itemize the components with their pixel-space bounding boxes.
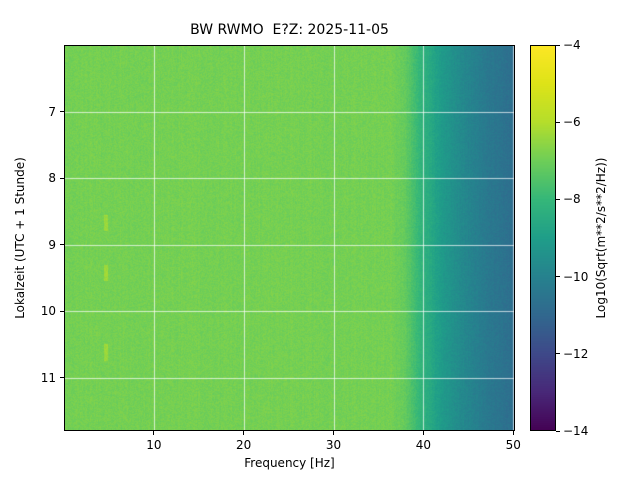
colorbar-tick-label: −4 xyxy=(563,37,603,53)
x-tick-mark xyxy=(243,431,244,435)
y-tick-mark xyxy=(60,311,64,312)
x-axis-label: Frequency [Hz] xyxy=(64,456,515,470)
colorbar-tick-label: −12 xyxy=(563,346,603,362)
colorbar xyxy=(530,45,556,431)
colorbar-tick-mark xyxy=(556,276,560,277)
y-tick-label: 7 xyxy=(16,104,56,120)
x-tick-label: 10 xyxy=(134,437,174,453)
colorbar-tick-mark xyxy=(556,431,560,432)
colorbar-tick-mark xyxy=(556,45,560,46)
chart-title: BW RWMO E?Z: 2025-11-05 xyxy=(64,22,515,38)
x-tick-label: 40 xyxy=(403,437,443,453)
x-tick-mark xyxy=(423,431,424,435)
colorbar-tick-mark xyxy=(556,122,560,123)
colorbar-tick-label: −6 xyxy=(563,114,603,130)
x-tick-label: 30 xyxy=(314,437,354,453)
y-tick-label: 8 xyxy=(16,170,56,186)
y-tick-mark xyxy=(60,111,64,112)
plot-area xyxy=(64,45,515,431)
colorbar-tick-label: −8 xyxy=(563,191,603,207)
x-tick-mark xyxy=(153,431,154,435)
colorbar-tick-mark xyxy=(556,353,560,354)
colorbar-label: Log10(Sqrt(m**2/s**2/Hz)) xyxy=(594,158,608,319)
x-tick-label: 20 xyxy=(224,437,264,453)
x-tick-mark xyxy=(513,431,514,435)
colorbar-tick-label: −10 xyxy=(563,269,603,285)
spectrogram-figure: BW RWMO E?Z: 2025-11-05 Lokalzeit (UTC +… xyxy=(0,0,640,480)
x-tick-mark xyxy=(333,431,334,435)
colorbar-tick-label: −14 xyxy=(563,423,603,439)
y-tick-label: 9 xyxy=(16,237,56,253)
spectrogram-heatmap xyxy=(64,45,515,431)
y-tick-mark xyxy=(60,178,64,179)
x-tick-label: 50 xyxy=(493,437,533,453)
y-tick-mark xyxy=(60,244,64,245)
y-tick-label: 11 xyxy=(16,370,56,386)
colorbar-tick-mark xyxy=(556,199,560,200)
y-tick-label: 10 xyxy=(16,303,56,319)
y-tick-mark xyxy=(60,377,64,378)
